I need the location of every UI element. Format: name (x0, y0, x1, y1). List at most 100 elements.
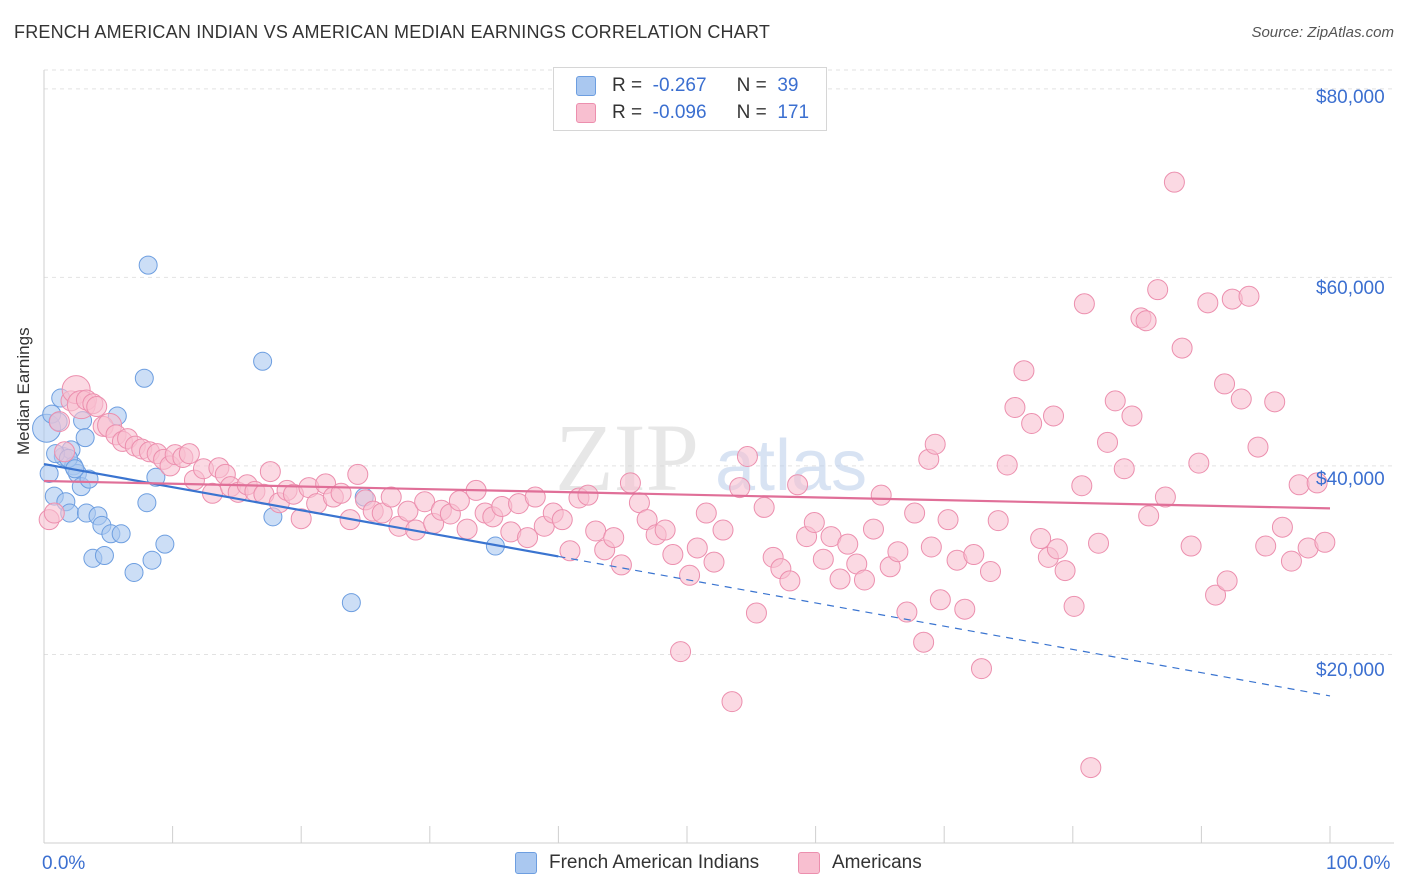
trend-line-extension (558, 555, 1331, 697)
point-american (970, 658, 992, 680)
axes (43, 70, 1394, 844)
legend-item-americans[interactable]: Americans (798, 852, 922, 874)
point-american (853, 569, 875, 591)
point-american (729, 477, 751, 499)
point-american (54, 441, 76, 463)
trend-line-americans (43, 479, 1331, 510)
x-tick-label-max: 100.0% (1326, 853, 1391, 874)
point-american (1247, 436, 1269, 458)
point-american (259, 461, 281, 483)
point-american (290, 508, 312, 530)
point-american (619, 472, 641, 494)
point-american (929, 589, 951, 611)
point-french-american-indian (94, 545, 114, 565)
point-american (887, 541, 909, 563)
point-american (1043, 405, 1065, 427)
n-label: N = (736, 102, 767, 123)
point-american (1255, 535, 1277, 557)
point-american (1214, 373, 1236, 395)
point-french-american-indian (142, 550, 162, 570)
point-american (1171, 337, 1193, 359)
point-american (1021, 413, 1043, 435)
point-american (736, 446, 758, 467)
point-american (48, 411, 70, 433)
r-value: -0.096 (652, 102, 707, 123)
r-label: R = (612, 102, 643, 123)
point-american (178, 443, 200, 465)
point-american (954, 598, 976, 620)
point-american (937, 509, 959, 531)
point-american (1071, 475, 1093, 497)
point-american (577, 484, 599, 506)
point-american (1306, 472, 1328, 494)
point-american (1264, 391, 1286, 413)
point-american (1188, 452, 1210, 474)
point-french-american-indian (124, 562, 144, 582)
point-american (787, 474, 809, 496)
legend-swatch-blue (515, 852, 537, 874)
point-american (779, 570, 801, 592)
point-american (1121, 405, 1143, 427)
point-american (1046, 538, 1068, 560)
point-american (1135, 310, 1157, 332)
y-tick-label-60000: $60,000 (1316, 278, 1385, 299)
point-american (585, 520, 607, 542)
point-american (43, 502, 65, 524)
point-american (695, 502, 717, 524)
legend-label: Americans (832, 852, 922, 873)
point-american (1314, 531, 1336, 553)
point-american (686, 537, 708, 559)
stats-row-french-american-indians: R = -0.267 N = 39 (576, 74, 798, 98)
trend-lines (43, 462, 1331, 697)
point-american (397, 500, 419, 522)
point-american (924, 433, 946, 455)
point-american (1138, 505, 1160, 527)
point-french-american-indian (341, 593, 361, 613)
legend-swatch-pink (798, 852, 820, 874)
point-american (380, 486, 402, 508)
point-american (721, 691, 743, 713)
point-american (703, 551, 725, 573)
point-american (996, 454, 1018, 476)
point-american (1073, 293, 1095, 315)
point-american (1230, 388, 1252, 410)
legend-label: French American Indians (549, 852, 760, 873)
point-french-american-indian (138, 255, 158, 275)
point-american (524, 486, 546, 508)
point-american (1013, 360, 1035, 382)
x-tick-label-min: 0.0% (42, 853, 86, 874)
point-american (551, 509, 573, 531)
r-label: R = (612, 75, 643, 96)
point-american (1271, 516, 1293, 538)
point-american (371, 502, 393, 524)
point-american (414, 491, 436, 513)
n-label: N = (736, 75, 767, 96)
point-french-american-indian (146, 467, 166, 487)
point-american (654, 519, 676, 541)
point-american (603, 527, 625, 549)
legend-swatch-blue (576, 76, 596, 96)
r-value: -0.267 (652, 75, 707, 96)
point-french-american-indian (137, 493, 157, 513)
point-american (86, 396, 108, 418)
legend-item-french-american-indians[interactable]: French American Indians (515, 852, 759, 874)
point-american (987, 510, 1009, 532)
stats-row-americans: R = -0.096 N = 171 (576, 101, 809, 125)
point-american (1030, 528, 1052, 550)
point-french-american-indian (75, 428, 95, 448)
point-american (920, 536, 942, 558)
point-american (1063, 595, 1085, 617)
point-american (1088, 532, 1110, 554)
y-tick-label-40000: $40,000 (1316, 469, 1385, 490)
point-french-american-indian (253, 351, 273, 371)
point-american (1205, 584, 1227, 606)
y-tick-label-80000: $80,000 (1316, 87, 1385, 108)
point-american (1147, 279, 1169, 301)
point-american (1216, 570, 1238, 592)
point-american (1080, 757, 1102, 779)
point-american (610, 554, 632, 576)
point-american (870, 484, 892, 506)
point-french-american-indian (79, 469, 99, 489)
legend-swatch-pink (576, 103, 596, 123)
point-american (837, 533, 859, 555)
